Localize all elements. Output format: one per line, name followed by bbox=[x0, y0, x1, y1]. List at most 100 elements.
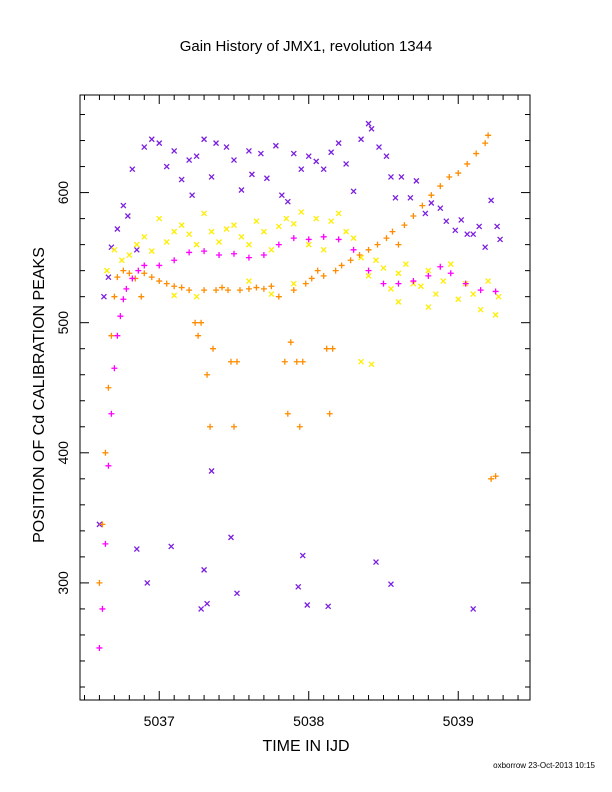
data-point-series-3 bbox=[383, 235, 390, 242]
data-point-series-4 bbox=[410, 278, 417, 285]
data-point-series-2 bbox=[283, 215, 290, 222]
data-point-series-1 bbox=[422, 210, 429, 217]
y-tick-label: 300 bbox=[55, 571, 71, 595]
data-point-series-2 bbox=[395, 298, 402, 305]
data-point-series-4 bbox=[425, 272, 432, 279]
data-point-series-1 bbox=[407, 194, 414, 201]
data-point-series-1 bbox=[320, 166, 327, 173]
data-point-series-1 bbox=[398, 174, 405, 180]
data-point-series-1 bbox=[313, 158, 320, 165]
data-point-series-1 bbox=[388, 174, 394, 180]
data-point-series-1 bbox=[383, 153, 390, 160]
data-point-series-4 bbox=[462, 280, 469, 287]
data-point-series-2 bbox=[148, 248, 155, 255]
data-point-series-1 bbox=[156, 140, 163, 147]
credit-line: oxborrow 23-Oct-2013 10:15 bbox=[493, 761, 595, 770]
data-point-series-3 bbox=[338, 262, 345, 269]
data-point-series-3 bbox=[192, 319, 199, 326]
data-point-series-3 bbox=[102, 449, 109, 456]
data-point-series-1 bbox=[388, 581, 394, 588]
data-point-series-1 bbox=[325, 603, 332, 610]
data-point-series-2 bbox=[373, 257, 379, 264]
data-point-series-1 bbox=[263, 175, 270, 182]
data-point-series-3 bbox=[314, 267, 321, 274]
data-point-series-2 bbox=[477, 306, 484, 313]
axes: 5037 5038 5039 300 400 500 600 bbox=[55, 95, 530, 729]
data-point-series-1 bbox=[304, 602, 311, 608]
data-point-series-1 bbox=[437, 205, 444, 212]
data-point-series-3 bbox=[485, 132, 492, 139]
data-point-series-3 bbox=[281, 358, 288, 365]
y-tick-label: 400 bbox=[55, 441, 71, 465]
data-point-series-4 bbox=[216, 252, 223, 259]
data-point-series-4 bbox=[305, 236, 312, 243]
data-point-series-2 bbox=[365, 272, 372, 279]
data-point-series-1 bbox=[494, 223, 501, 230]
data-point-series-2 bbox=[178, 222, 185, 229]
data-point-series-4 bbox=[447, 270, 454, 277]
data-point-series-3 bbox=[126, 270, 133, 277]
data-point-series-4 bbox=[114, 332, 121, 339]
data-point-series-2 bbox=[350, 235, 357, 242]
y-tick-label: 600 bbox=[55, 181, 71, 205]
data-point-series-2 bbox=[328, 218, 335, 225]
data-point-series-3 bbox=[329, 345, 336, 352]
data-point-series-1 bbox=[105, 274, 112, 281]
data-point-series-4 bbox=[108, 410, 115, 417]
data-point-series-3 bbox=[299, 358, 306, 365]
data-point-series-2 bbox=[223, 226, 230, 232]
data-point-series-2 bbox=[156, 215, 163, 222]
data-point-series-1 bbox=[284, 198, 291, 205]
data-point-series-1 bbox=[144, 579, 151, 586]
data-point-series-4 bbox=[320, 233, 327, 240]
data-point-series-1 bbox=[376, 144, 382, 151]
data-point-series-2 bbox=[126, 252, 133, 258]
data-point-series-4 bbox=[230, 250, 237, 257]
data-point-series-1 bbox=[100, 293, 107, 300]
data-point-series-4 bbox=[245, 254, 252, 261]
data-point-series-3 bbox=[284, 410, 291, 417]
data-point-series-4 bbox=[350, 246, 357, 253]
data-point-series-1 bbox=[231, 157, 237, 164]
data-point-series-1 bbox=[464, 231, 471, 238]
data-point-series-2 bbox=[193, 241, 200, 248]
data-point-series-2 bbox=[268, 291, 275, 298]
data-point-series-3 bbox=[236, 287, 243, 294]
data-point-series-1 bbox=[452, 227, 459, 234]
data-point-series-1 bbox=[148, 136, 155, 143]
data-point-series-2 bbox=[388, 285, 394, 292]
data-point-series-2 bbox=[103, 267, 110, 274]
data-point-series-4 bbox=[437, 263, 444, 270]
data-point-series-4 bbox=[96, 644, 103, 651]
data-point-series-3 bbox=[287, 339, 294, 346]
data-point-series-3 bbox=[198, 319, 205, 326]
data-point-series-2 bbox=[455, 296, 462, 303]
data-point-series-4 bbox=[335, 236, 342, 243]
data-point-series-2 bbox=[320, 246, 327, 253]
data-point-series-3 bbox=[275, 293, 282, 300]
data-point-series-3 bbox=[374, 241, 381, 248]
data-point-series-4 bbox=[492, 288, 499, 295]
data-point-series-1 bbox=[413, 177, 420, 184]
data-point-series-1 bbox=[335, 140, 342, 147]
data-point-series-4 bbox=[135, 267, 142, 274]
data-point-series-2 bbox=[171, 292, 178, 299]
data-point-series-1 bbox=[305, 153, 312, 160]
data-point-series-2 bbox=[447, 261, 454, 268]
data-point-series-3 bbox=[141, 270, 148, 277]
data-point-series-3 bbox=[326, 410, 333, 417]
data-point-series-4 bbox=[111, 365, 118, 372]
data-point-series-1 bbox=[470, 605, 477, 612]
data-point-series-4 bbox=[105, 462, 112, 469]
data-point-series-1 bbox=[482, 244, 489, 251]
data-point-series-3 bbox=[230, 423, 237, 430]
data-point-series-1 bbox=[124, 213, 131, 219]
data-point-series-4 bbox=[365, 267, 372, 274]
data-point-series-3 bbox=[105, 384, 112, 391]
data-point-series-1 bbox=[141, 144, 148, 151]
data-point-series-3 bbox=[225, 287, 232, 294]
data-point-series-1 bbox=[201, 136, 208, 143]
data-point-series-3 bbox=[389, 228, 396, 235]
data-point-series-2 bbox=[245, 278, 252, 285]
